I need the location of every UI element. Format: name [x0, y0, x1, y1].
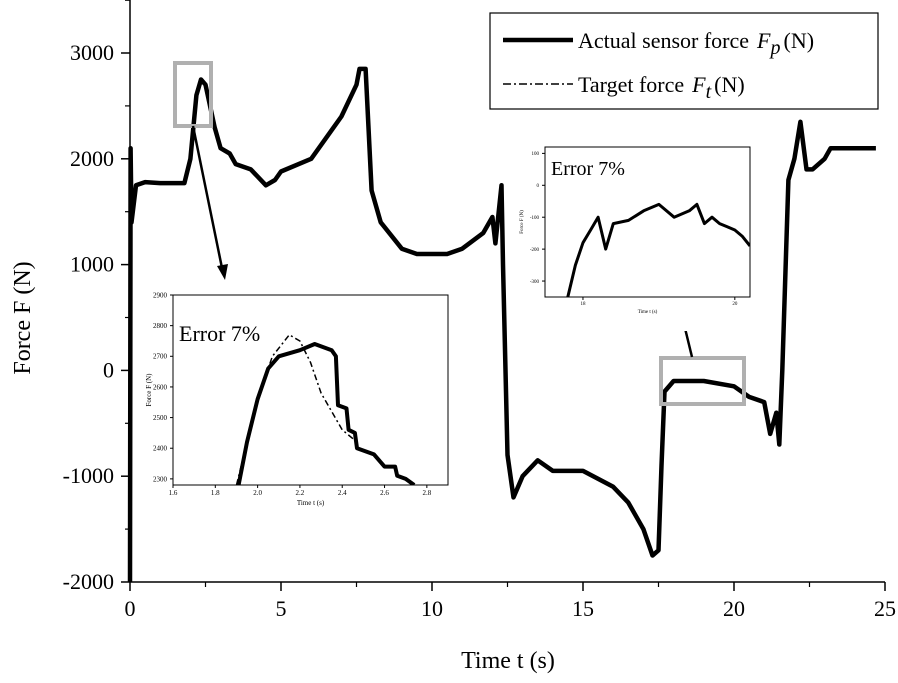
y-tick-label: 0 [537, 184, 540, 189]
x-tick-label: 20 [732, 302, 738, 307]
inset-title: Error 7% [551, 158, 625, 180]
inset-series [235, 334, 416, 485]
y-tick-label: -300 [530, 280, 540, 285]
x-tick-label: 15 [572, 596, 594, 621]
x-tick-label: 10 [421, 596, 443, 621]
legend: Actual sensor force Fp (N) Target force Ft(… [489, 12, 879, 110]
inset-series [566, 202, 750, 297]
x-tick-label: 1.8 [211, 489, 220, 497]
x-tick-label: 20 [723, 596, 745, 621]
x-tick-label: 2.8 [422, 489, 431, 497]
actual-force-line [236, 342, 416, 485]
inset-title: Error 7% [179, 321, 260, 346]
y-tick-label: -2000 [63, 569, 114, 594]
y-tick-label: 2900 [153, 291, 168, 299]
y-tick-label: 3000 [70, 40, 114, 65]
y-axis-label: Force F (N) [10, 261, 36, 374]
inset-y-label: Force F (N) [520, 210, 525, 234]
inset-x-label: Time t (s) [638, 310, 658, 315]
x-tick-label: 2.0 [253, 489, 262, 497]
y-tick-label: 2400 [153, 445, 168, 453]
inset-x-label: Time t (s) [297, 499, 325, 507]
inset-y-label: Force F (N) [145, 373, 153, 407]
y-tick-label: 1000 [70, 252, 114, 277]
target-force-line [235, 334, 358, 485]
legend-label-target: Target force Ft (N) [578, 72, 745, 103]
inset-peak: 1.6 1.8 2.0 2.2 2.4 2.6 2.8 2300 2400 2500 2600 270… [143, 289, 458, 519]
arrow-to-inset-1 [191, 125, 224, 269]
y-tick-label: 2500 [153, 414, 168, 422]
inset-plateau: 18 20 100 0 -100 -200 -300 Error 7% Time t (s) Fo… [515, 141, 760, 331]
y-tick-label: 2300 [153, 475, 168, 483]
plot-frame [172, 294, 449, 486]
y-tick-label: 2600 [153, 383, 168, 391]
zoom-box-plateau [659, 356, 746, 406]
y-tick-label: 2000 [70, 146, 114, 171]
actual-force-line [127, 66, 876, 583]
x-tick-label: 2.4 [338, 489, 347, 497]
y-tick-label: 100 [532, 152, 540, 157]
y-tick-label: 2700 [153, 353, 168, 361]
main-series [127, 66, 876, 583]
x-tick-label: 18 [580, 302, 586, 307]
legend-box [489, 12, 879, 110]
x-tick-label: 0 [125, 596, 136, 621]
legend-label-actual: Actual sensor force Fp (N) [578, 28, 814, 59]
y-tick-label: -1000 [63, 463, 114, 488]
arrow-head-1 [217, 264, 228, 280]
actual-force-line [566, 202, 750, 297]
x-axis-label: Time t (s) [461, 648, 555, 674]
x-tick-label: 25 [874, 596, 896, 621]
x-tick-label: 5 [276, 596, 287, 621]
y-tick-label: 2800 [153, 322, 168, 330]
x-tick-label: 1.6 [169, 489, 178, 497]
x-tick-label: 2.6 [380, 489, 389, 497]
y-tick-label: -200 [530, 248, 540, 253]
y-tick-label: 0 [103, 357, 114, 382]
y-tick-label: -100 [530, 216, 540, 221]
x-tick-label: 2.2 [296, 489, 305, 497]
